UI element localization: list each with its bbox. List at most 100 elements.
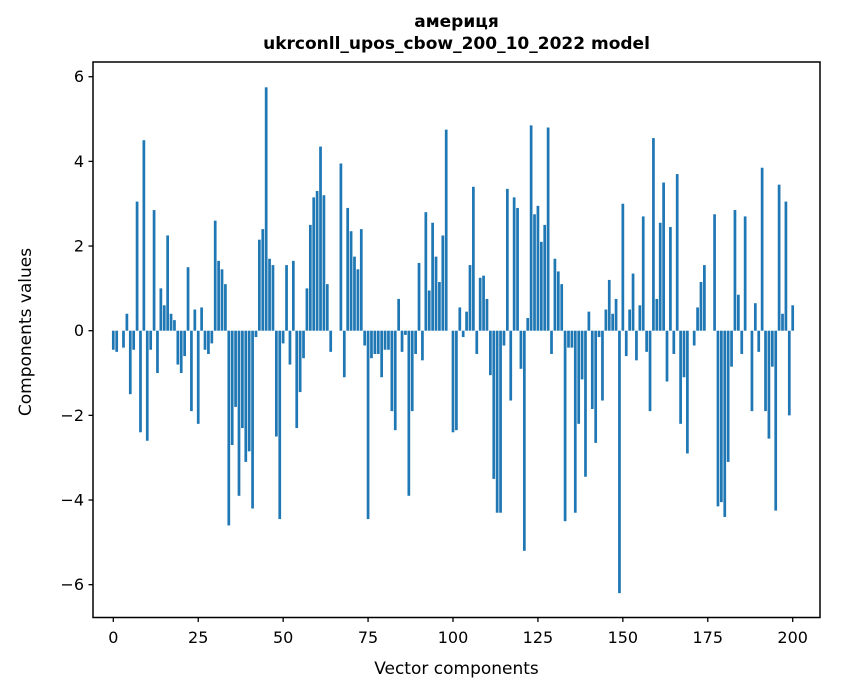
bar — [434, 256, 438, 331]
bar — [247, 330, 251, 452]
bar — [682, 330, 686, 378]
chart-subtitle: ukrconll_upos_cbow_200_10_2022 model — [263, 34, 650, 54]
bar — [601, 330, 604, 401]
bar — [570, 330, 574, 348]
bar — [764, 330, 767, 412]
bar — [210, 330, 214, 344]
bar — [390, 330, 394, 412]
bar — [125, 313, 129, 331]
bar — [241, 330, 244, 429]
bar — [183, 330, 186, 357]
x-tick-label: 50 — [273, 628, 293, 647]
bar — [312, 197, 316, 331]
y-tick-label: 6 — [74, 67, 84, 86]
bar — [458, 307, 462, 331]
bar — [645, 330, 648, 352]
bar — [529, 125, 533, 331]
bar — [475, 330, 479, 354]
bar — [224, 284, 227, 331]
bar — [376, 330, 380, 354]
bar — [519, 330, 523, 369]
bar — [669, 226, 672, 331]
bar — [753, 303, 757, 331]
bar — [631, 273, 635, 331]
bar — [271, 265, 275, 331]
bar — [220, 269, 224, 331]
bar — [784, 201, 788, 331]
bar — [787, 330, 791, 416]
bar — [111, 330, 115, 350]
y-tick-label: −4 — [60, 491, 84, 510]
bar — [635, 330, 638, 361]
bar — [567, 330, 570, 348]
bar — [213, 220, 217, 331]
bar — [750, 330, 754, 412]
bar — [624, 330, 628, 357]
bar — [135, 201, 139, 331]
bar — [230, 330, 234, 445]
bar — [444, 129, 448, 331]
bar — [302, 330, 305, 359]
bar — [465, 311, 468, 331]
bar — [611, 313, 615, 331]
bar — [614, 298, 618, 331]
bar — [516, 207, 519, 331]
bar — [305, 288, 309, 331]
bar — [438, 282, 441, 331]
bar — [325, 284, 329, 331]
bar — [577, 330, 581, 424]
bar — [621, 203, 625, 331]
bar — [767, 330, 771, 439]
bar — [451, 330, 455, 433]
bar — [132, 330, 136, 350]
bar — [658, 222, 662, 331]
bar — [397, 298, 401, 331]
bar — [652, 138, 655, 331]
bar — [370, 330, 373, 359]
bar — [526, 318, 530, 331]
bar — [478, 277, 482, 331]
bar — [169, 313, 173, 331]
bar — [275, 330, 278, 437]
bar — [594, 330, 598, 443]
bar — [726, 330, 730, 462]
bar — [736, 294, 740, 331]
x-tick-label: 200 — [777, 628, 808, 647]
bar — [461, 330, 465, 338]
bar — [342, 330, 346, 378]
bar — [251, 330, 254, 509]
bar — [662, 182, 665, 331]
bar — [285, 265, 288, 331]
bar — [196, 330, 200, 424]
bar — [166, 235, 170, 331]
bar — [740, 330, 744, 354]
bar — [139, 330, 142, 433]
bar — [254, 330, 258, 338]
bar — [641, 216, 645, 331]
bar — [573, 330, 577, 513]
bar — [122, 330, 125, 348]
bar — [512, 197, 516, 331]
bar — [713, 214, 716, 331]
bar — [329, 330, 333, 352]
y-tick-label: 0 — [74, 321, 84, 340]
bar — [597, 330, 601, 338]
bar — [414, 330, 417, 354]
bar — [499, 330, 502, 513]
bar — [692, 330, 696, 346]
bar — [278, 330, 282, 520]
bar — [502, 330, 506, 346]
bar — [393, 330, 397, 431]
bar — [485, 298, 489, 331]
bar — [686, 330, 689, 454]
x-tick-label: 150 — [608, 628, 639, 647]
bar — [424, 212, 428, 331]
x-axis-label: Vector components — [374, 659, 539, 679]
bar — [359, 229, 363, 331]
bar — [156, 330, 159, 374]
bar — [723, 330, 727, 517]
bar — [584, 330, 587, 477]
bar — [757, 330, 761, 352]
bar — [373, 330, 377, 354]
